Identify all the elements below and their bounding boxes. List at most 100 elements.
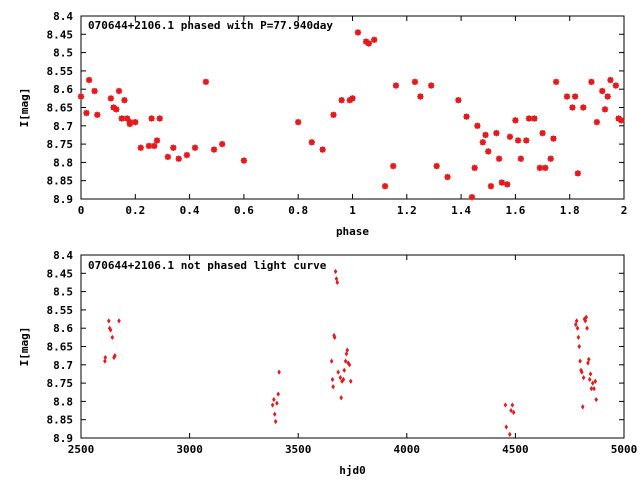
unphased-data-point [590, 380, 595, 386]
unphased-data-point [509, 407, 513, 414]
unphased-x-tick-label: 3000 [176, 443, 203, 456]
unphased-data-point [338, 375, 343, 381]
phased-data-point [148, 115, 155, 122]
phased-y-tick-label: 8.7 [53, 120, 73, 133]
phased-data-point [599, 87, 606, 95]
phased-data-point [574, 170, 582, 177]
unphased-data-point [504, 424, 509, 430]
unphased-data-point [333, 268, 338, 275]
phased-data-point [210, 146, 218, 153]
unphased-data-point [593, 378, 598, 384]
phased-data-point [571, 93, 579, 100]
phased-data-point [113, 106, 120, 113]
unphased-x-tick-label: 2500 [68, 443, 95, 456]
phased-data-point [137, 144, 144, 151]
unphased-data-point [580, 404, 585, 410]
unphased-data-point [272, 396, 276, 403]
phased-data-point [156, 115, 163, 122]
phased-data-point [381, 182, 389, 190]
phased-light-curve-panel: 0 0.2 0.4 0.6 0.8 1 1.2 1.4 1.6 1.8 2 8.4 8.45 8.5 8.5… [18, 10, 627, 238]
unphased-y-tick-label: 8.4 [53, 249, 73, 262]
phased-data-point [77, 93, 85, 100]
phased-data-point [493, 129, 500, 137]
phased-data-point [580, 104, 587, 111]
phased-data-point [132, 118, 139, 126]
phased-x-tick-label: 1 [349, 204, 356, 217]
phased-data-point [308, 139, 315, 146]
unphased-data-point [503, 402, 508, 408]
unphased-data-point [511, 409, 516, 415]
phased-x-tick-label: 1.2 [397, 204, 417, 217]
phased-data-point [295, 118, 302, 126]
phased-data-point [593, 118, 601, 126]
phased-data-point [531, 115, 538, 122]
unphased-data-point [576, 334, 581, 340]
phased-data-point [330, 111, 337, 119]
unphased-plot-frame [80, 254, 625, 439]
phased-data-point [471, 164, 478, 172]
unphased-data-point [589, 385, 594, 392]
phased-y-tick-label: 8.4 [53, 10, 73, 23]
phased-data-point [121, 96, 128, 104]
unphased-data-point [585, 325, 589, 331]
phased-x-tick-label: 1.4 [451, 204, 471, 217]
phased-data-point [240, 157, 248, 164]
unphased-data-point [581, 375, 586, 381]
unphased-y-tick-label: 8.65 [47, 341, 74, 354]
unphased-y-tick-label: 8.75 [47, 377, 74, 390]
phased-data-point [123, 115, 131, 122]
phased-data-point [607, 76, 614, 84]
phased-data-point [498, 179, 506, 186]
phased-data-point [479, 139, 487, 146]
phased-data-point [444, 173, 451, 181]
phased-data-point [563, 93, 571, 100]
phased-data-point [202, 78, 210, 86]
phased-data-point [552, 78, 560, 86]
phased-data-point [612, 82, 620, 89]
phased-data-point [463, 113, 470, 120]
unphased-x-tick-label: 4500 [502, 443, 529, 456]
unphased-data-point [584, 314, 589, 320]
unphased-data-point [592, 385, 596, 392]
phased-data-point [411, 78, 419, 86]
phased-x-tick-label: 0.6 [234, 204, 254, 217]
phased-data-point [107, 95, 115, 102]
unphased-data-point [117, 318, 121, 324]
phased-data-point [433, 162, 440, 170]
unphased-data-point [103, 358, 107, 364]
unphased-x-tick-label: 4000 [394, 443, 421, 456]
unphased-data-point [580, 369, 584, 375]
phased-data-point [183, 151, 191, 159]
phased-data-point [126, 118, 134, 126]
unphased-data-point [273, 418, 278, 425]
phased-data-point [151, 142, 158, 150]
phased-data-point [365, 40, 372, 47]
phased-y-tick-label: 8.6 [53, 83, 73, 96]
phased-data-point [539, 129, 546, 137]
unphased-data-point [112, 354, 116, 361]
phased-data-point [371, 36, 378, 43]
phased-y-tick-label: 8.75 [47, 138, 74, 151]
phased-data-point [115, 87, 123, 95]
unphased-y-tick-label: 8.9 [53, 432, 73, 445]
unphased-data-point [108, 327, 113, 333]
unphased-data-point [587, 356, 591, 362]
unphased-data-point [342, 367, 347, 373]
phased-data-point [94, 111, 101, 119]
phased-data-point [512, 117, 519, 124]
phased-data-point [588, 78, 595, 86]
unphased-data-point [330, 376, 335, 383]
phased-x-axis-label: phase [336, 225, 369, 238]
unphased-y-axis-label: I[mag] [18, 327, 31, 367]
unphased-data-point [575, 325, 580, 331]
phased-data-point [83, 109, 90, 117]
phased-y-tick-label: 8.85 [47, 175, 74, 188]
unphased-data-point [347, 362, 352, 368]
phased-data-point [542, 164, 549, 172]
phased-data-point [319, 146, 326, 153]
unphased-data-point [270, 402, 275, 408]
unphased-data-point [329, 358, 334, 364]
unphased-x-tick-label: 5000 [611, 443, 638, 456]
unphased-data-point [335, 279, 340, 286]
